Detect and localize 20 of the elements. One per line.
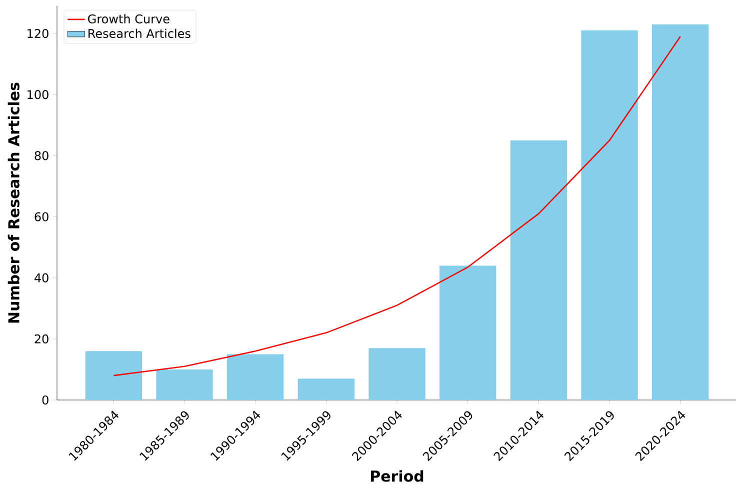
y-tick-label: 0 [42, 395, 48, 405]
bar [156, 369, 213, 400]
bar [440, 266, 496, 400]
y-tick-label: 20 [34, 334, 48, 344]
legend-label: Growth Curve [88, 14, 170, 24]
bar [227, 354, 284, 400]
y-tick-label: 120 [28, 28, 48, 38]
bar [510, 140, 568, 400]
bar [652, 24, 709, 400]
y-tick-label: 80 [34, 151, 48, 160]
bar [85, 351, 142, 400]
bar [581, 30, 638, 400]
bar [298, 378, 355, 400]
y-tick-label: 100 [28, 90, 48, 100]
bar [368, 348, 426, 400]
x-axis-title: Period [371, 470, 424, 482]
y-tick-label: 40 [34, 273, 48, 282]
y-tick-label: 60 [34, 212, 48, 222]
y-axis-title: Number of Research Articles [8, 82, 20, 323]
legend-label: Research Articles [88, 28, 190, 38]
